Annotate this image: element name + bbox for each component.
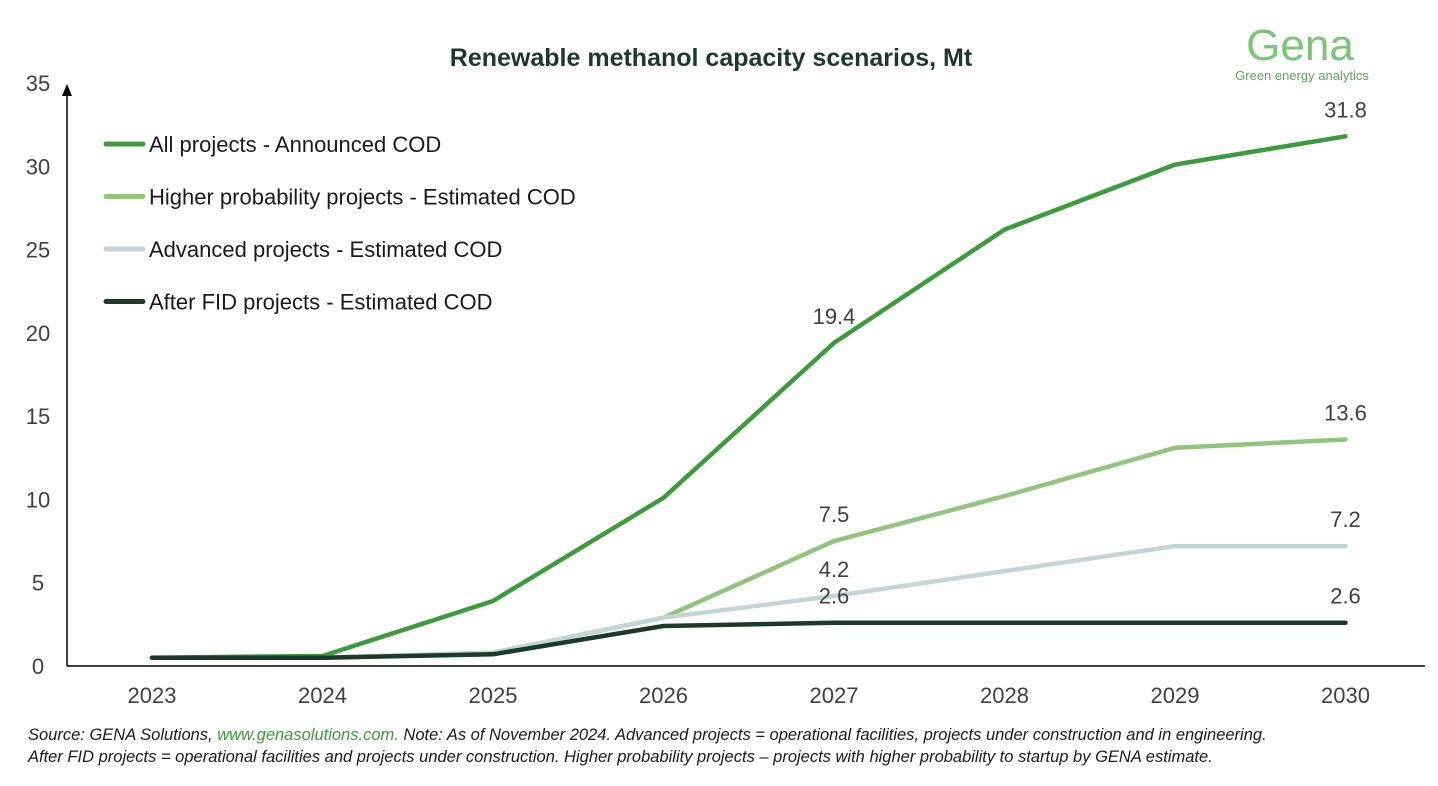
logo-name: Gena: [1246, 21, 1354, 70]
series-line: [149, 620, 1348, 660]
x-tick-label: 2025: [469, 683, 518, 708]
y-tick-label: 15: [26, 404, 50, 429]
y-tick-label: 20: [26, 321, 50, 346]
legend-label: Advanced projects - Estimated COD: [149, 237, 502, 262]
x-tick-label: 2026: [639, 683, 688, 708]
legend-label: Higher probability projects - Estimated …: [149, 185, 576, 210]
x-tick-label: 2028: [980, 683, 1029, 708]
series-line: [149, 134, 1348, 660]
x-tick-label: 2027: [810, 683, 859, 708]
data-label: 2.6: [819, 584, 850, 609]
chart-title: Renewable methanol capacity scenarios, M…: [450, 44, 973, 72]
logo-tagline: Green energy analytics: [1235, 68, 1369, 83]
footnote-line-2: After FID projects = operational facilit…: [28, 748, 1213, 766]
series-lines: [149, 134, 1348, 660]
source-link[interactable]: www.genasolutions.com.: [217, 726, 399, 744]
data-label: 13.6: [1324, 400, 1367, 425]
data-label: 31.8: [1324, 97, 1367, 122]
axes: [62, 84, 1425, 667]
data-label: 4.2: [819, 557, 850, 582]
legend-label: All projects - Announced COD: [149, 132, 441, 157]
gena-logo: Gena Green energy analytics: [1235, 21, 1369, 83]
data-label: 2.6: [1330, 584, 1361, 609]
data-label: 19.4: [813, 304, 856, 329]
y-axis-arrow: [62, 84, 72, 96]
y-tick-label: 5: [32, 571, 44, 596]
x-axis-ticks: 2023 2024 2025 2026 2027 2028 2029 2030: [128, 683, 1370, 708]
y-tick-label: 35: [26, 71, 50, 96]
footnote-line-1: Source: GENA Solutions, www.genasolution…: [28, 724, 1428, 746]
y-tick-label: 0: [32, 654, 44, 679]
x-tick-label: 2030: [1321, 683, 1370, 708]
x-tick-label: 2024: [298, 683, 347, 708]
series-line: [149, 543, 1348, 660]
footnote-prefix: Source: GENA Solutions,: [28, 726, 218, 744]
footnote: Source: GENA Solutions, www.genasolution…: [28, 724, 1428, 768]
y-tick-label: 10: [26, 487, 50, 512]
x-tick-label: 2023: [128, 683, 177, 708]
y-axis-ticks: 0 5 10 15 20 25 30 35: [26, 71, 50, 679]
data-labels: 19.4 31.8 7.5 13.6 4.2 7.2 2.6 2.6: [813, 97, 1367, 608]
y-tick-label: 30: [26, 154, 50, 179]
legend: All projects - Announced COD Higher proba…: [103, 132, 576, 315]
chart: Renewable methanol capacity scenarios, M…: [26, 21, 1425, 708]
y-tick-label: 25: [26, 238, 50, 263]
data-label: 7.5: [819, 502, 850, 527]
x-tick-label: 2029: [1151, 683, 1200, 708]
legend-label: After FID projects - Estimated COD: [149, 290, 493, 315]
footnote-note: Note: As of November 2024. Advanced proj…: [398, 726, 1267, 744]
data-label: 7.2: [1330, 507, 1361, 532]
